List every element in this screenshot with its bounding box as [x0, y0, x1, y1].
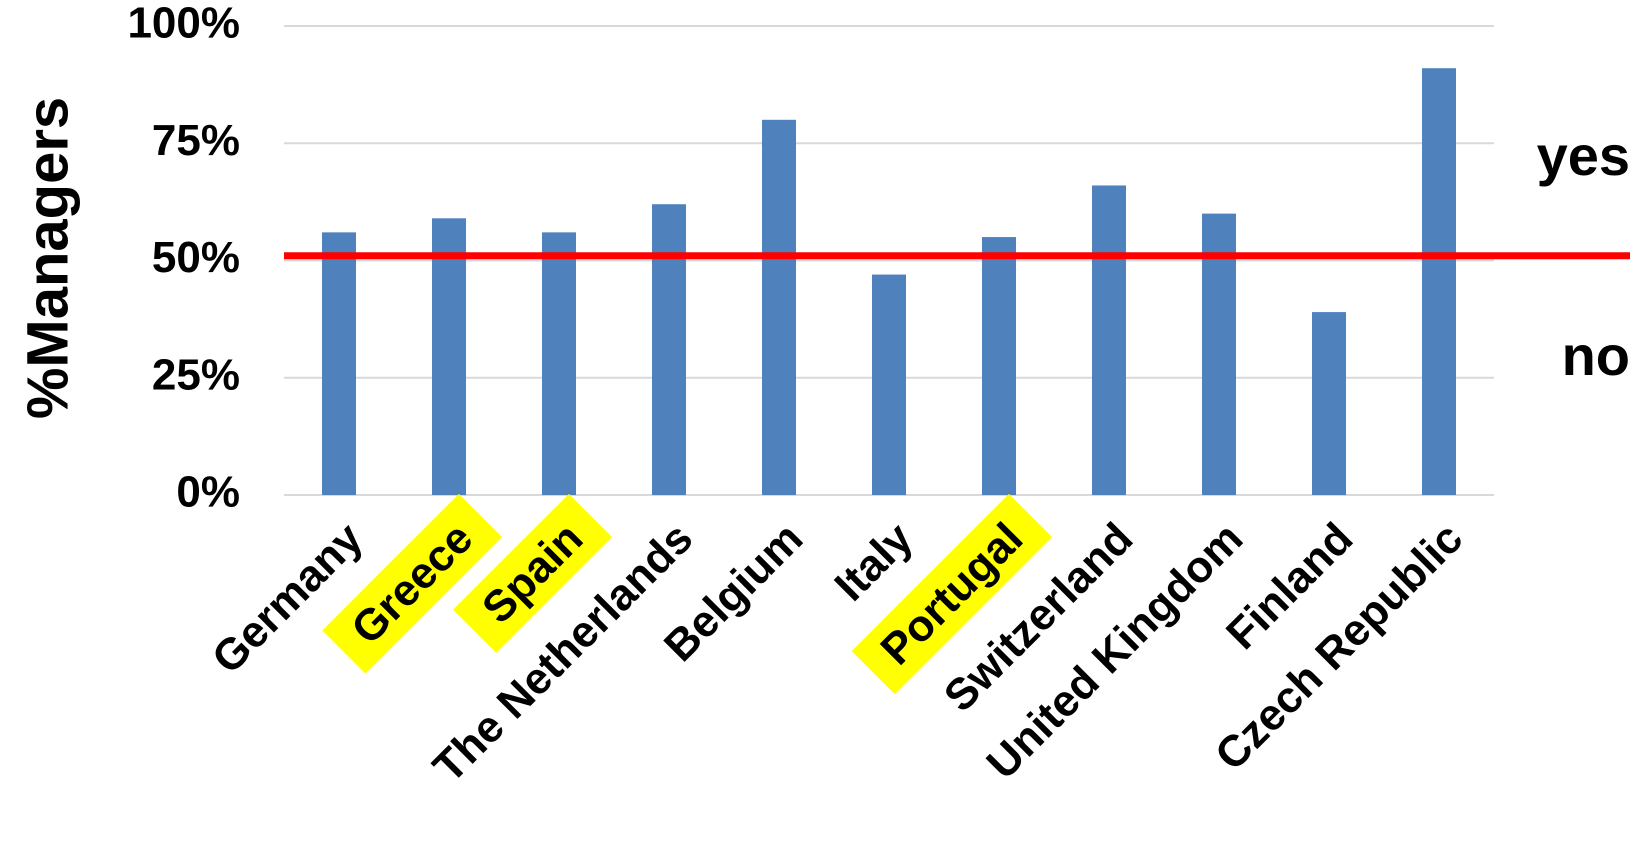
bar: [982, 237, 1016, 496]
bar: [542, 232, 576, 496]
bar: [872, 274, 906, 495]
highlight: [453, 493, 613, 653]
bar: [432, 218, 466, 496]
highlight: [851, 493, 1053, 695]
annotation: no: [1562, 324, 1630, 387]
bar: [652, 204, 686, 495]
x-tick-label: Greece: [342, 514, 482, 654]
y-tick-label: 50%: [152, 233, 240, 282]
bar: [1092, 185, 1126, 495]
highlight: [322, 493, 503, 674]
x-tick-label: Germany: [203, 513, 373, 683]
y-tick-label: 75%: [152, 116, 240, 165]
x-tick-group: Greece: [322, 493, 503, 674]
y-axis-label: %Managers: [15, 97, 80, 419]
y-tick-label: 25%: [152, 350, 240, 399]
bar: [762, 119, 796, 496]
y-tick-label: 0%: [176, 468, 240, 517]
bar: [322, 232, 356, 496]
bar: [1312, 312, 1346, 495]
y-tick-label: 100%: [127, 0, 240, 48]
bar: [1202, 213, 1236, 495]
annotation: yes: [1537, 124, 1630, 187]
x-tick-group: Germany: [203, 513, 373, 683]
bar: [1422, 68, 1456, 496]
